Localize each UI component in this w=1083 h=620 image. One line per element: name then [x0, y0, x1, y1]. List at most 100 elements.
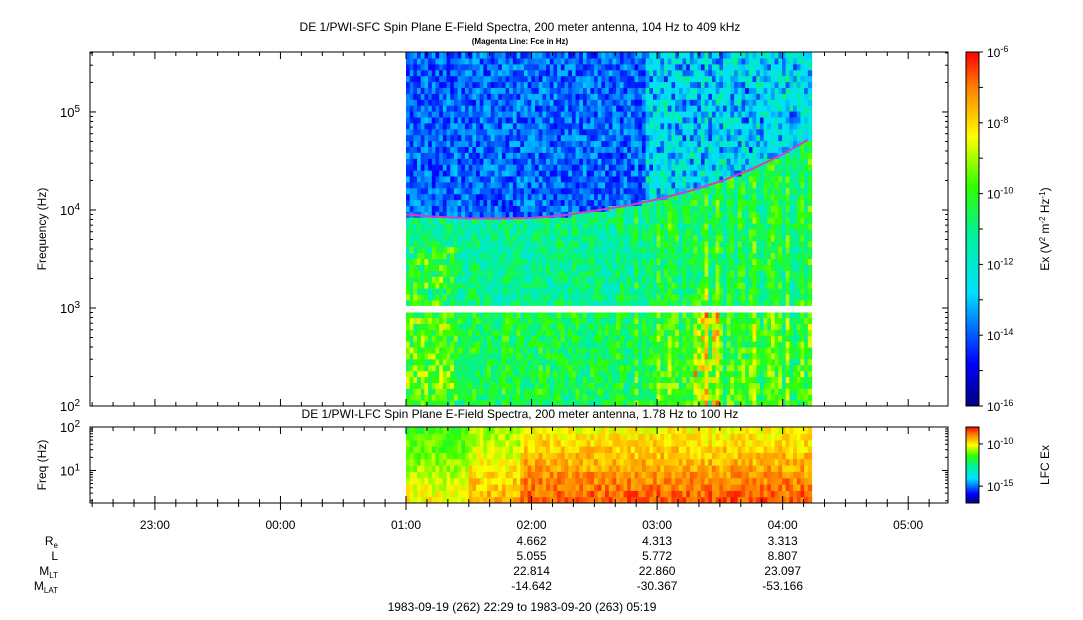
top-heatmap-cell: [704, 99, 709, 106]
top-heatmap-cell: [664, 81, 669, 88]
top-heatmap-cell: [476, 164, 481, 171]
top-heatmap-cell: [704, 229, 709, 236]
top-heatmap-cell: [571, 128, 577, 136]
top-heatmap-cell: [428, 329, 433, 336]
top-heatmap-cell: [535, 317, 540, 324]
top-heatmap-cell: [501, 282, 507, 289]
top-heatmap-cell: [431, 158, 437, 165]
top-heatmap-cell: [546, 111, 551, 118]
top-heatmap-cell: [527, 382, 532, 389]
top-heatmap-cell: [682, 323, 687, 330]
top-heatmap-cell: [538, 335, 544, 342]
top-heatmap-cell: [494, 223, 499, 230]
top-heatmap-cell: [708, 193, 713, 201]
top-heatmap-cell: [453, 63, 459, 71]
top-heatmap-cell: [546, 75, 551, 83]
top-heatmap-cell: [612, 352, 617, 360]
top-heatmap-cell: [450, 211, 455, 218]
top-heatmap-cell: [483, 199, 488, 206]
top-heatmap-cell: [638, 122, 643, 130]
top-heatmap-cell: [494, 258, 499, 265]
top-heatmap-cell: [527, 146, 532, 153]
top-heatmap-cell: [535, 234, 540, 242]
top-heatmap-cell: [494, 311, 499, 319]
top-heatmap-cell: [487, 394, 492, 401]
top-heatmap-cell: [645, 293, 650, 301]
top-heatmap-cell: [634, 394, 639, 401]
top-heatmap-cell: [431, 217, 437, 224]
top-heatmap-cell: [413, 258, 418, 265]
top-heatmap-cell: [461, 63, 466, 71]
top-heatmap-cell: [464, 288, 470, 295]
top-heatmap-cell: [520, 335, 525, 342]
top-heatmap-cell: [704, 323, 709, 330]
top-heatmap-cell: [546, 264, 551, 271]
top-heatmap-cell: [634, 57, 639, 65]
top-heatmap-cell: [667, 229, 673, 236]
top-heatmap-cell: [660, 164, 665, 171]
top-heatmap-cell: [564, 258, 569, 265]
top-heatmap-cell: [616, 376, 621, 383]
top-heatmap-cell: [472, 52, 477, 59]
top-heatmap-cell: [468, 223, 473, 230]
top-heatmap-cell: [509, 146, 514, 153]
top-heatmap-cell: [634, 187, 639, 195]
top-heatmap-cell: [630, 217, 636, 224]
top-heatmap-cell: [682, 99, 687, 106]
top-heatmap-cell: [693, 323, 698, 330]
top-heatmap-cell: [483, 87, 488, 94]
top-heatmap-cell: [505, 187, 510, 195]
top-heatmap-cell: [653, 158, 658, 165]
top-heatmap-cell: [523, 52, 529, 59]
top-heatmap-cell: [557, 134, 562, 142]
top-heatmap-cell: [413, 335, 418, 342]
top-heatmap-cell: [586, 75, 591, 83]
top-heatmap-cell: [453, 164, 459, 171]
top-heatmap-cell: [711, 329, 717, 336]
top-heatmap-cell: [546, 270, 551, 277]
top-heatmap-cell: [664, 69, 669, 77]
top-heatmap-cell: [531, 223, 536, 230]
top-heatmap-cell: [501, 205, 507, 212]
top-heatmap-cell: [420, 81, 426, 88]
top-heatmap-cell: [464, 229, 470, 236]
top-heatmap-cell: [638, 193, 643, 201]
top-heatmap-cell: [457, 347, 462, 354]
top-heatmap-cell: [656, 99, 661, 106]
top-heatmap-cell: [582, 329, 588, 336]
top-heatmap-cell: [656, 205, 661, 212]
top-heatmap-cell: [538, 311, 544, 319]
top-heatmap-cell: [686, 240, 691, 248]
top-heatmap-cell: [516, 376, 521, 383]
top-heatmap-cell: [501, 394, 507, 401]
top-heatmap-cell: [546, 311, 551, 319]
top-heatmap-cell: [520, 205, 525, 212]
top-heatmap-cell: [582, 288, 588, 295]
top-heatmap-cell: [649, 211, 654, 218]
top-heatmap-cell: [638, 352, 643, 360]
top-heatmap-cell: [498, 234, 503, 242]
top-heatmap-cell: [479, 240, 485, 248]
top-heatmap-cell: [653, 288, 658, 295]
top-heatmap-cell: [490, 193, 496, 201]
top-heatmap-cell: [435, 69, 440, 77]
top-heatmap-cell: [494, 87, 499, 94]
top-heatmap-cell: [476, 358, 481, 366]
top-heatmap-cell: [653, 193, 658, 201]
top-heatmap-cell: [531, 341, 536, 348]
top-heatmap-cell: [649, 122, 654, 130]
top-heatmap-cell: [560, 288, 566, 295]
top-heatmap-cell: [582, 122, 588, 130]
top-heatmap-cell: [535, 323, 540, 330]
top-heatmap-cell: [542, 229, 547, 236]
top-heatmap-cell: [406, 140, 411, 147]
top-heatmap-cell: [664, 311, 669, 319]
top-heatmap-cell: [579, 211, 584, 218]
top-heatmap-cell: [538, 364, 544, 372]
top-heatmap-cell: [428, 240, 433, 248]
top-heatmap-cell: [568, 158, 573, 165]
top-heatmap-cell: [597, 164, 602, 171]
top-heatmap-cell: [483, 116, 488, 124]
top-heatmap-cell: [476, 217, 481, 224]
top-heatmap-cell: [472, 347, 477, 354]
